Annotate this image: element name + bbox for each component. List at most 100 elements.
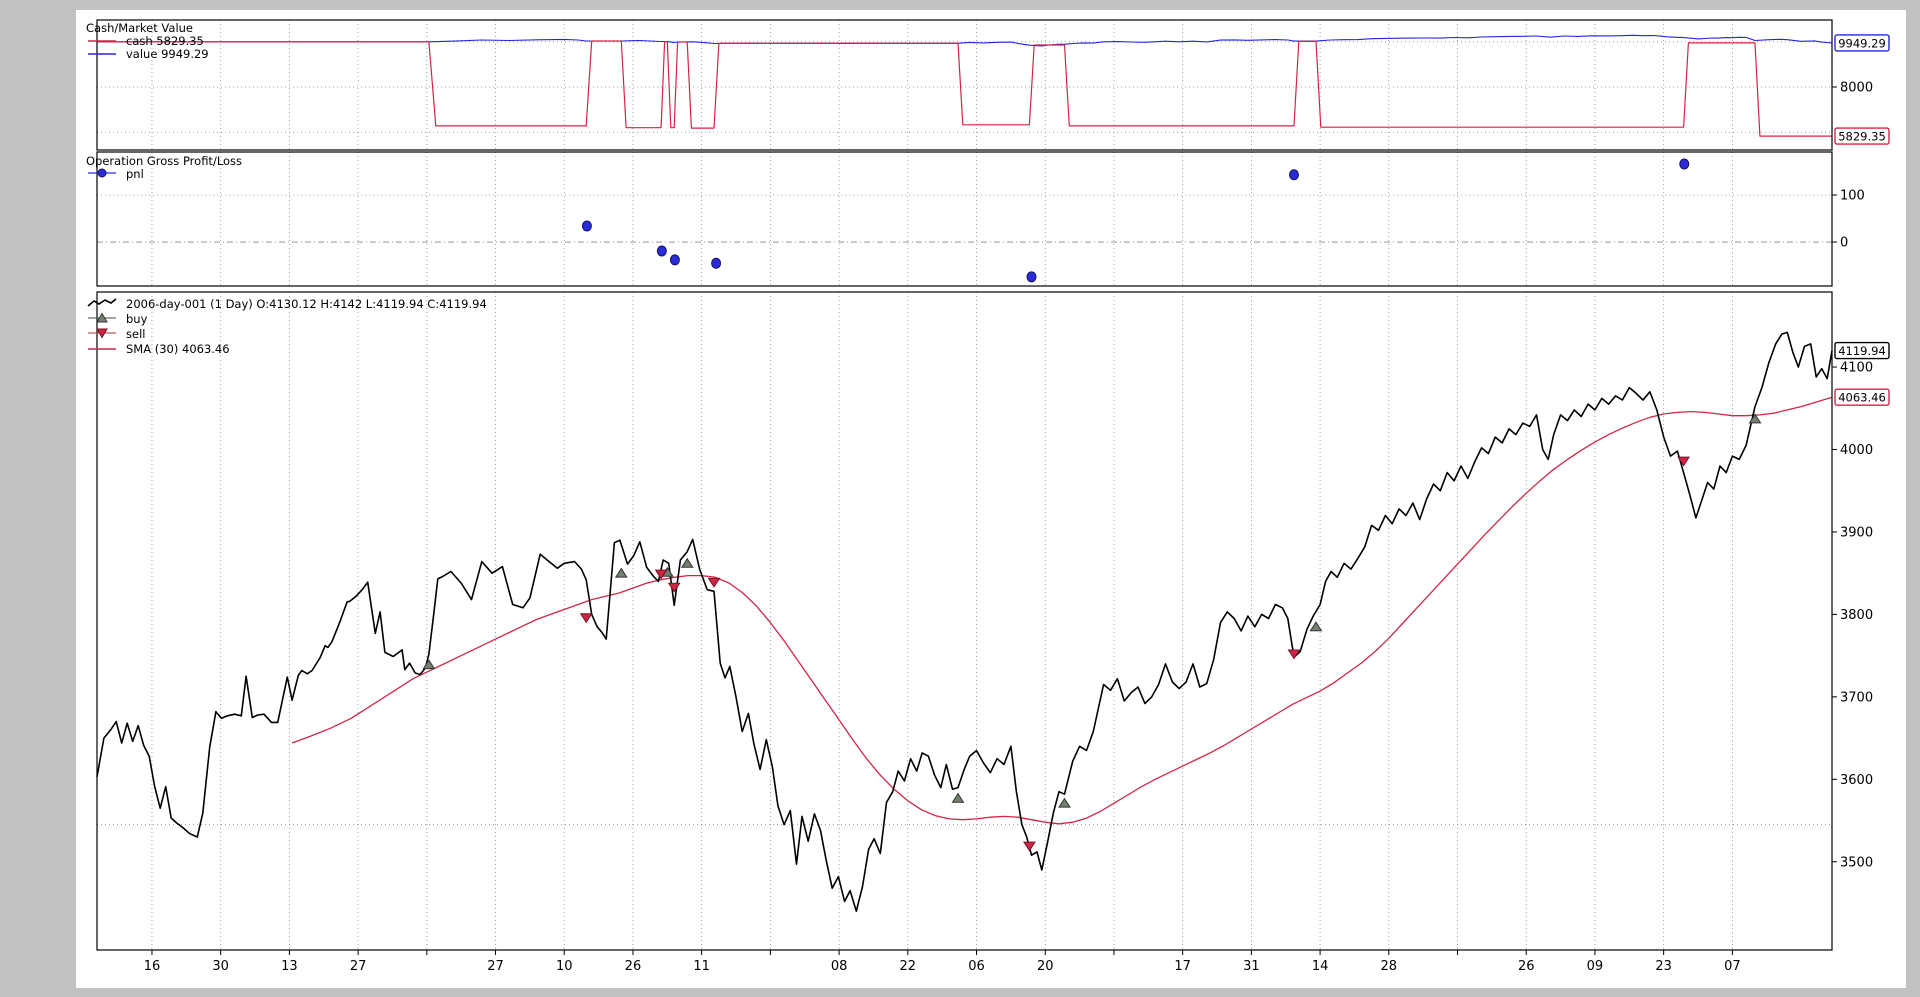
- gridlines: [97, 20, 1832, 950]
- legend-label-sma: SMA (30) 4063.46: [126, 342, 230, 356]
- buy-marker: [680, 557, 694, 568]
- pnl-dot: [1026, 271, 1037, 283]
- x-tick-label: 22: [900, 959, 917, 974]
- x-tick-label: 20: [1037, 959, 1054, 974]
- y-tick-label: 0: [1840, 236, 1848, 251]
- pnl-dot: [711, 257, 722, 269]
- legend-item-buy: buy: [86, 312, 487, 327]
- legend-label-buy: buy: [126, 312, 148, 326]
- legend-label-pnl: pnl: [126, 167, 144, 181]
- p3-series-2006-day-001: [96, 331, 1833, 912]
- axis-value-box: [1834, 341, 1890, 360]
- series-p1: [97, 40, 1832, 137]
- legend-item-sma: SMA (30) 4063.46: [86, 342, 487, 357]
- y-tick-label: 3700: [1840, 690, 1873, 705]
- pnl-dot: [656, 245, 667, 257]
- x-tick-label: 27: [487, 959, 504, 974]
- axis-value-box-label: 4119.94: [1838, 344, 1886, 358]
- sell-markers: [579, 456, 1690, 852]
- axis-value-box: [1834, 388, 1890, 406]
- x-tick-label: 26: [625, 959, 642, 974]
- x-tick-label: 14: [1312, 959, 1329, 974]
- x-axis: 16 30 13 27 27 10 26 11 08 22 06 20 17 31 14 28 26 09 23 07: [144, 950, 1741, 974]
- series-p3: [291, 396, 1833, 825]
- sell-marker: [579, 613, 593, 624]
- price-legend: 2006-day-001 (1 Day) O:4130.12 H:4142 L:…: [86, 297, 487, 357]
- buy-marker: [1058, 797, 1071, 808]
- x-tick-label: 08: [831, 959, 848, 974]
- legend-label-sell: sell: [126, 327, 146, 341]
- axis-value-box-label: 5829.35: [1838, 130, 1886, 144]
- value-line-icon: [86, 48, 120, 61]
- p1-series-cash: [97, 40, 1832, 137]
- axis-value-box-label: 9949.29: [1838, 36, 1886, 50]
- legend-label-cash: cash 5829.35: [126, 34, 204, 48]
- buy-markers: [422, 413, 1762, 808]
- axis-value-box: [1834, 34, 1890, 52]
- price-line-icon: [86, 297, 120, 312]
- sell-marker: [667, 582, 681, 593]
- x-tick-label: 26: [1518, 959, 1535, 974]
- panel-border-p1: [96, 19, 1833, 151]
- x-tick-label: 10: [556, 959, 573, 974]
- buy-marker: [951, 792, 965, 803]
- x-tick-label: 31: [1243, 959, 1260, 974]
- x-tick-label: 30: [212, 959, 229, 974]
- panel-borders: [96, 19, 1833, 951]
- x-tick-label: 11: [693, 959, 710, 974]
- x-tick-label: 17: [1174, 959, 1191, 974]
- buy-marker-icon: [86, 312, 120, 327]
- p1-series-value: [97, 34, 1833, 47]
- pnl-title: Operation Gross Profit/Loss: [86, 154, 243, 168]
- sell-marker: [654, 569, 668, 580]
- y-tick-label: 4100: [1840, 361, 1873, 376]
- x-tick-label: 07: [1724, 959, 1741, 974]
- sell-marker: [1023, 841, 1036, 852]
- x-tick-label: 28: [1381, 959, 1398, 974]
- x-tick-label: 16: [144, 959, 161, 974]
- buy-marker: [1309, 621, 1323, 632]
- buy-marker: [1748, 413, 1762, 424]
- cash-line-icon: [86, 35, 120, 48]
- legend-label-data: 2006-day-001 (1 Day) O:4130.12 H:4142 L:…: [126, 297, 487, 311]
- y-tick-label: 4000: [1840, 443, 1873, 458]
- pnl-dot: [1679, 158, 1690, 170]
- cash-value-legend: Cash/Market Value cash 5829.35 value 994…: [86, 22, 209, 61]
- x-tick-label: 09: [1587, 959, 1604, 974]
- buy-marker: [422, 659, 436, 670]
- sell-marker: [1287, 649, 1301, 660]
- series-p3: [96, 331, 1833, 912]
- x-tick-label: 13: [281, 959, 298, 974]
- panel-border-p2: [96, 151, 1833, 287]
- y-tick-label: 3600: [1840, 773, 1873, 788]
- legend-item-pnl: pnl: [86, 168, 242, 181]
- sma-line-icon: [86, 343, 120, 356]
- pnl-dot: [1288, 169, 1299, 181]
- pnl-dot: [581, 220, 592, 232]
- pnl-dot-icon: [86, 168, 120, 181]
- pnl-dot: [669, 254, 680, 266]
- x-tick-label: 27: [350, 959, 367, 974]
- y-tick-label: 8000: [1840, 81, 1873, 96]
- x-tick-label: 23: [1655, 959, 1672, 974]
- series-p1: [97, 34, 1833, 47]
- pnl-legend: Operation Gross Profit/Loss pnl: [86, 155, 242, 181]
- axis-value-box: [1834, 127, 1890, 145]
- legend-item-cash: cash 5829.35: [86, 35, 209, 48]
- p3-series-sma: [291, 396, 1833, 825]
- legend-item-sell: sell: [86, 327, 487, 342]
- sell-marker-icon: [86, 327, 120, 342]
- y-tick-label: 3500: [1840, 855, 1873, 870]
- y-tick-label: 100: [1840, 189, 1865, 204]
- y-axis: 8000 9949.29 5829.35 100 0 4100 4000 3900 3800 37…: [1832, 34, 1890, 870]
- y-tick-label: 3900: [1840, 525, 1873, 540]
- y-tick-label: 3800: [1840, 608, 1873, 623]
- legend-label-value: value 9949.29: [126, 47, 209, 61]
- axis-value-box-label: 4063.46: [1838, 391, 1886, 405]
- cash-value-title: Cash/Market Value: [86, 21, 193, 35]
- pnl-dots: [581, 158, 1690, 283]
- x-tick-label: 06: [968, 959, 985, 974]
- buy-marker: [614, 567, 628, 578]
